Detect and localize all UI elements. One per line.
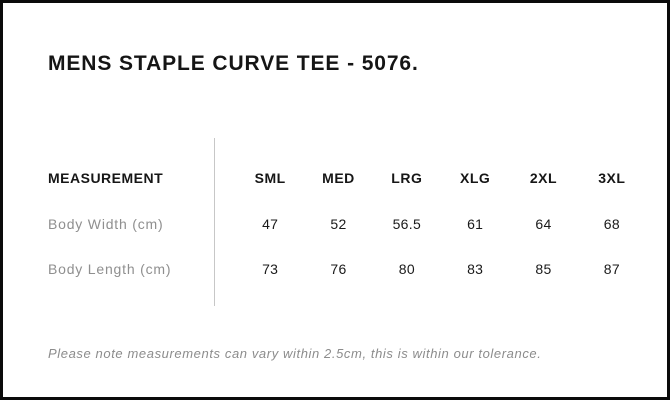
column-header-measurement: MEASUREMENT [48, 170, 164, 186]
table-divider-line [214, 138, 215, 306]
column-header-lrg: LRG [391, 170, 423, 186]
body-length-sml: 73 [262, 260, 279, 277]
column-header-3xl: 3XL [598, 170, 626, 186]
body-width-lrg: 56.5 [392, 215, 422, 232]
body-width-med: 52 [330, 215, 347, 232]
body-width-2xl: 64 [535, 215, 552, 232]
body-length-2xl: 85 [535, 260, 552, 277]
column-header-med: MED [322, 170, 355, 186]
body-width-xlg: 61 [467, 215, 484, 232]
row-label-body-length: Body Length (cm) [48, 260, 172, 277]
product-title: MENS STAPLE CURVE TEE - 5076. [48, 52, 419, 75]
body-width-sml: 47 [262, 215, 279, 232]
column-header-sml: SML [254, 170, 286, 186]
size-chart-table: MEASUREMENT SML MED LRG XLG 2XL 3XL Body… [48, 155, 646, 291]
tolerance-note: Please note measurements can vary within… [48, 346, 542, 361]
column-header-2xl: 2XL [529, 170, 558, 186]
body-length-lrg: 80 [398, 260, 415, 277]
body-length-3xl: 87 [603, 260, 620, 277]
body-length-med: 76 [330, 260, 347, 277]
body-length-xlg: 83 [467, 260, 484, 277]
body-width-3xl: 68 [603, 215, 620, 232]
column-header-xlg: XLG [460, 170, 491, 186]
row-label-body-width: Body Width (cm) [48, 215, 164, 232]
